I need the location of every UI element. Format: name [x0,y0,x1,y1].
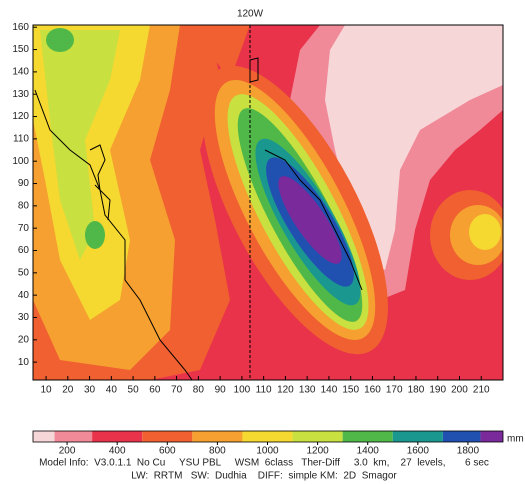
x-tick-label: 60 [149,385,161,396]
x-tick-label: 120 [277,385,294,396]
colorbar-label: 1600 [407,446,430,457]
x-tick-label: 100 [234,385,251,396]
y-tick-label: 10 [18,357,30,368]
colorbar-segment [54,431,93,442]
y-tick-label: 120 [12,111,29,122]
colorbar-segment [33,431,55,442]
y-tick-label: 90 [18,178,30,189]
colorbar-label: 1000 [256,446,279,457]
colorbar-label: 1200 [306,446,329,457]
y-tick-label: 140 [12,67,29,78]
x-tick-label: 130 [299,385,316,396]
x-tick-label: 210 [473,385,490,396]
x-tick-label: 170 [386,385,403,396]
colorbar-label: 600 [159,446,176,457]
colorbar-segment [392,431,443,442]
y-tick-label: 50 [18,267,30,278]
colorbar-segment [242,431,293,442]
colorbar-segment [142,431,193,442]
meridian-label: 120W [237,9,264,20]
x-tick-label: 70 [171,385,183,396]
x-tick-label: 140 [321,385,338,396]
x-tick-label: 180 [408,385,425,396]
x-tick-label: 10 [40,385,52,396]
colorbar-segment [292,431,343,442]
y-tick-label: 110 [13,134,29,145]
y-tick-label: 160 [12,22,29,33]
contour-field [33,25,503,380]
colorbar-frame [32,430,504,443]
x-tick-label: 40 [106,385,118,396]
x-tick-label: 150 [342,385,359,396]
y-tick-label: 60 [18,245,30,256]
x-tick-label: 160 [364,385,381,396]
colorbar-segment [480,431,503,442]
y-tick-label: 80 [18,200,30,211]
colorbar-segment [192,431,243,442]
y-tick-label: 100 [12,156,29,167]
x-tick-label: 190 [429,385,446,396]
colorbar-label: 1800 [457,446,480,457]
y-tick-label: 70 [18,223,30,234]
colorbar-unit: mm [507,434,524,445]
colorbar-segment [442,431,481,442]
x-tick-label: 110 [256,385,272,396]
model-info: LW: RRTM SW: Dudhia DIFF: simple KM: 2D … [131,471,397,482]
y-tick-label: 150 [12,44,29,55]
colorbar-label: 400 [109,446,126,457]
x-tick-label: 90 [215,385,227,396]
y-tick-label: 40 [18,290,30,301]
model-info: Model Info: V3.0.1.1 No Cu YSU PBL WSM 6… [39,458,489,469]
x-tick-label: 20 [62,385,74,396]
y-tick-label: 130 [12,89,29,100]
y-tick-label: 30 [18,312,30,323]
colorbar-label: 200 [59,446,76,457]
x-tick-label: 50 [128,385,140,396]
x-tick-label: 30 [84,385,96,396]
colorbar-segment [92,431,143,442]
plot-frame [32,24,504,381]
colorbar-label: 800 [209,446,226,457]
x-tick-label: 200 [451,385,468,396]
x-tick-label: 80 [193,385,205,396]
y-tick-label: 20 [18,334,30,345]
colorbar-label: 1400 [357,446,380,457]
colorbar-segment [342,431,393,442]
